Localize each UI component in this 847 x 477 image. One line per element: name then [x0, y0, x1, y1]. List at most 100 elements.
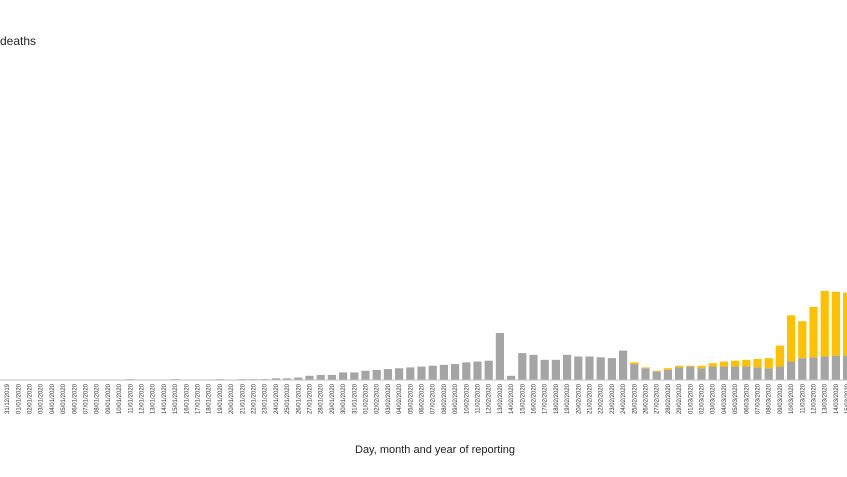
x-tick-label-22: 22/01/2020: [252, 383, 258, 414]
x-tick-label-45: 14/02/2020: [509, 383, 515, 414]
x-tick-label-72: 12/03/2020: [812, 383, 818, 414]
x-tick-label-27: 27/01/2020: [308, 383, 314, 414]
bar-grey-38: [428, 365, 437, 380]
x-tick-label-63: 03/03/2020: [711, 383, 717, 414]
x-tick-label-46: 15/02/2020: [520, 383, 526, 414]
bar-grey-61: [686, 366, 695, 380]
x-tick-label-26: 26/01/2020: [296, 383, 302, 414]
bar-yellow-60: [675, 365, 684, 368]
x-tick-label-6: 06/01/2020: [72, 383, 78, 414]
x-tick-labels: 31/12/2019 01/01/2020 02/01/2020 03/01/2020…: [5, 383, 847, 414]
x-tick-label-19: 19/01/2020: [218, 383, 224, 414]
bar-yellow-63: [708, 363, 717, 367]
bar-grey-68: [764, 368, 773, 380]
bar-grey-35: [395, 368, 404, 380]
x-tick-label-35: 04/02/2020: [397, 383, 403, 414]
x-tick-label-11: 11/01/2020: [128, 383, 134, 413]
x-tick-label-16: 16/01/2020: [184, 383, 190, 414]
x-tick-label-32: 01/02/2020: [364, 383, 370, 414]
x-tick-label-47: 16/02/2020: [532, 383, 538, 414]
bars-group: [126, 290, 847, 380]
bar-grey-48: [540, 359, 549, 380]
bar-grey-53: [596, 357, 605, 380]
bar-yellow-69: [775, 345, 784, 367]
x-tick-label-42: 11/02/2020: [476, 383, 482, 413]
x-tick-label-21: 21/01/2020: [240, 383, 246, 414]
x-tick-label-13: 13/01/2020: [151, 383, 157, 414]
bar-grey-73: [820, 356, 829, 380]
x-tick-label-61: 01/03/2020: [688, 383, 694, 414]
x-tick-label-74: 14/03/2020: [834, 383, 840, 414]
x-tick-label-41: 10/02/2020: [464, 383, 470, 414]
bar-grey-75: [843, 355, 847, 380]
bar-grey-41: [462, 362, 471, 380]
bar-yellow-64: [719, 361, 728, 367]
bar-grey-30: [339, 372, 348, 380]
bar-grey-31: [350, 372, 359, 380]
x-tick-label-71: 11/03/2020: [800, 383, 806, 413]
x-tick-label-28: 28/01/2020: [319, 383, 325, 414]
bar-grey-45: [507, 375, 516, 380]
bar-grey-55: [619, 350, 628, 380]
x-tick-label-25: 25/01/2020: [285, 383, 291, 414]
bar-yellow-66: [742, 359, 751, 367]
bar-yellow-71: [798, 321, 807, 359]
bar-yellow-75: [843, 292, 847, 356]
bar-grey-43: [484, 360, 493, 380]
x-tick-label-8: 08/01/2020: [95, 383, 101, 414]
bar-grey-60: [675, 367, 684, 380]
bar-grey-39: [439, 364, 448, 380]
bar-grey-34: [383, 369, 392, 380]
bar-grey-47: [529, 354, 538, 380]
bar-grey-74: [831, 355, 840, 380]
x-tick-label-73: 13/03/2020: [823, 383, 829, 414]
x-tick-label-62: 02/03/2020: [700, 383, 706, 414]
bar-grey-65: [731, 366, 740, 380]
bar-grey-40: [451, 364, 460, 380]
x-tick-label-12: 12/01/2020: [140, 383, 146, 414]
x-tick-label-75: 15/03/2020: [845, 383, 847, 414]
x-tick-label-51: 20/02/2020: [576, 383, 582, 414]
x-tick-label-53: 22/02/2020: [599, 383, 605, 414]
legend-text: deaths: [0, 34, 36, 48]
x-tick-label-1: 01/01/2020: [16, 383, 22, 414]
x-tick-label-58: 27/02/2020: [655, 383, 661, 414]
bar-grey-28: [316, 374, 325, 380]
x-tick-label-29: 29/01/2020: [330, 383, 336, 414]
x-tick-label-30: 30/01/2020: [341, 383, 347, 414]
x-tick-label-18: 18/01/2020: [207, 383, 213, 414]
bar-grey-67: [753, 367, 762, 380]
x-tick-label-66: 06/03/2020: [744, 383, 750, 414]
x-tick-label-5: 05/01/2020: [61, 383, 67, 414]
bar-yellow-72: [809, 306, 818, 358]
x-tick-label-68: 08/03/2020: [767, 383, 773, 414]
bar-grey-49: [551, 359, 560, 380]
bar-grey-70: [787, 361, 796, 380]
bar-yellow-73: [820, 290, 829, 357]
bar-grey-66: [742, 366, 751, 380]
x-tick-label-7: 07/01/2020: [84, 383, 90, 414]
x-tick-label-9: 09/01/2020: [106, 383, 112, 414]
bar-yellow-70: [787, 315, 796, 362]
x-tick-label-31: 31/01/2020: [352, 383, 358, 414]
bar-yellow-57: [641, 367, 650, 369]
bar-yellow-58: [652, 370, 661, 372]
bar-grey-63: [708, 366, 717, 380]
x-tick-label-44: 13/02/2020: [498, 383, 504, 414]
x-tick-label-14: 14/01/2020: [162, 383, 168, 414]
bar-grey-24: [271, 378, 280, 380]
x-tick-label-33: 02/02/2020: [375, 383, 381, 414]
bar-grey-42: [473, 361, 482, 380]
x-tick-label-4: 04/01/2020: [50, 383, 56, 414]
x-tick-label-59: 28/02/2020: [666, 383, 672, 414]
x-tick-label-69: 09/03/2020: [778, 383, 784, 414]
bar-grey-26: [294, 377, 303, 380]
bar-yellow-59: [663, 368, 672, 370]
x-tick-label-60: 29/02/2020: [677, 383, 683, 414]
bar-yellow-62: [697, 365, 706, 369]
x-tick-label-40: 09/02/2020: [453, 383, 459, 414]
x-tick-label-50: 19/02/2020: [565, 383, 571, 414]
bar-yellow-56: [630, 362, 639, 365]
x-tick-label-43: 12/02/2020: [487, 383, 493, 414]
x-tick-label-24: 24/01/2020: [274, 383, 280, 414]
